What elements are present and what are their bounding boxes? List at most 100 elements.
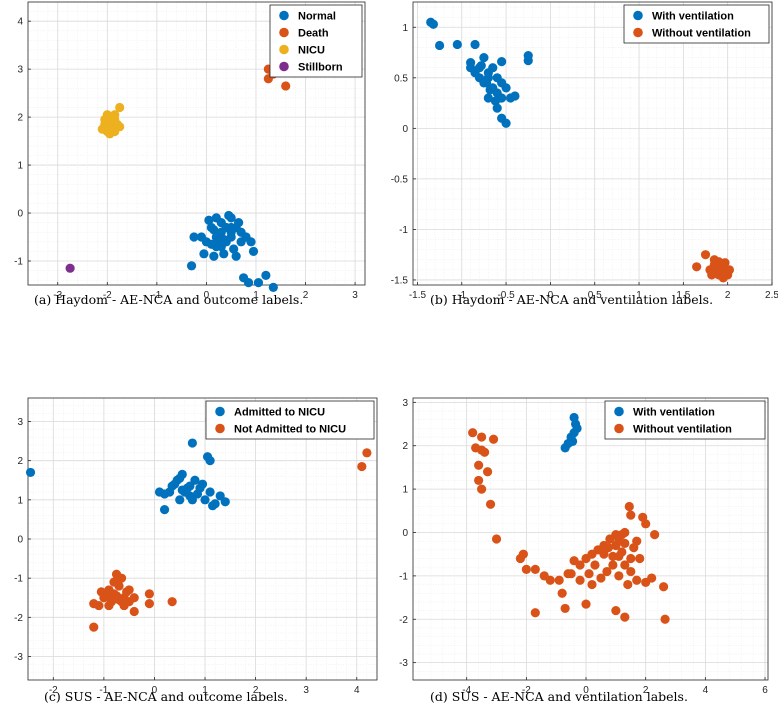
data-point <box>482 467 493 477</box>
data-point <box>25 467 36 478</box>
y-tick-label: -1.5 <box>391 275 409 286</box>
data-point <box>219 249 229 259</box>
legend-marker <box>279 44 289 55</box>
data-point <box>205 487 215 497</box>
legend-marker <box>215 423 225 434</box>
data-point <box>199 249 209 259</box>
axes-box <box>412 1 773 286</box>
data-point <box>590 560 600 570</box>
data-point <box>614 536 624 546</box>
legend-label: NICU <box>298 45 325 57</box>
data-point <box>109 577 119 587</box>
y-tick-label: 3 <box>17 65 23 76</box>
data-point <box>530 608 540 618</box>
legend-label: Admitted to NICU <box>234 407 325 419</box>
data-point <box>165 487 175 497</box>
y-tick-label: 2 <box>17 113 23 124</box>
data-point <box>172 475 182 485</box>
data-point <box>485 499 496 509</box>
data-point <box>89 622 99 632</box>
legend-label: Stillborn <box>298 62 343 74</box>
data-point <box>492 103 502 113</box>
data-point <box>501 118 511 128</box>
data-point <box>617 547 627 557</box>
data-point <box>624 501 634 512</box>
x-tick-label: -1 <box>457 290 466 301</box>
data-point <box>226 227 236 237</box>
series-without-ventilation <box>468 428 670 624</box>
legend-box <box>604 400 766 440</box>
data-point <box>626 566 636 577</box>
x-tick-label: 6 <box>762 685 768 696</box>
data-point <box>231 251 241 261</box>
data-point <box>197 479 208 489</box>
x-tick-label: -0.5 <box>497 290 515 301</box>
series-without-ventilation <box>692 250 735 283</box>
data-point <box>692 262 702 272</box>
data-point <box>154 487 165 497</box>
data-point <box>647 573 657 583</box>
series-with-ventilation <box>426 17 533 128</box>
legend: With ventilation Without ventilation <box>604 400 766 440</box>
data-point <box>608 551 618 561</box>
data-point <box>428 19 438 29</box>
y-tick-label: -3 <box>14 652 23 663</box>
data-point <box>96 587 106 597</box>
data-point <box>104 600 114 611</box>
legend-label: With ventilation <box>652 11 734 23</box>
data-point <box>510 91 520 101</box>
x-tick-label: 2 <box>253 685 259 696</box>
data-point <box>187 438 197 448</box>
data-point <box>229 244 239 254</box>
data-point <box>658 582 669 592</box>
data-point <box>474 475 484 486</box>
data-point <box>575 560 585 570</box>
data-point <box>554 575 564 585</box>
x-tick-label: 2.5 <box>765 290 778 301</box>
y-tick-label: -1 <box>14 257 23 268</box>
x-tick-label: 1.5 <box>676 290 690 301</box>
data-point <box>497 57 507 67</box>
plot-area <box>413 398 768 680</box>
data-point <box>614 571 624 581</box>
data-point <box>714 257 724 267</box>
legend-box <box>623 4 770 44</box>
data-point <box>476 61 486 71</box>
legend-label: Not Admitted to NICU <box>234 424 346 436</box>
data-point <box>488 63 498 73</box>
data-point <box>474 73 485 83</box>
data-point <box>632 575 642 585</box>
data-point <box>530 564 540 574</box>
data-point <box>115 102 125 113</box>
data-point <box>523 56 533 66</box>
data-point <box>204 215 214 225</box>
caption-a: (a) Haydom - AE-NCA and outcome labels. <box>34 292 303 307</box>
y-tick-label: 0.5 <box>394 73 408 84</box>
data-point <box>718 273 728 283</box>
legend-marker <box>279 27 289 38</box>
data-point <box>362 448 372 458</box>
data-point <box>707 270 717 280</box>
major-grid <box>413 2 773 285</box>
data-point <box>144 589 154 599</box>
y-tick-label: 1 <box>17 495 23 506</box>
y-tick-label: 3 <box>17 417 23 428</box>
data-point <box>246 237 256 247</box>
data-point <box>110 126 120 137</box>
x-tick-label: 3 <box>303 685 309 696</box>
data-point <box>185 481 195 491</box>
data-point <box>253 278 264 288</box>
data-point <box>216 242 226 252</box>
panel-b: -1.5 -1 -0.5 0 0.5 1 1.5 2 2.5 -1.5 -1 -0.5 0 0.5 1 Wit… <box>391 1 778 301</box>
y-tick-label: 1 <box>402 23 408 34</box>
data-point <box>581 599 591 609</box>
legend-marker <box>279 61 289 72</box>
axes-box <box>412 397 769 681</box>
data-point <box>189 232 199 242</box>
data-point <box>623 579 633 590</box>
x-tick-label: 0 <box>548 290 554 301</box>
data-point <box>177 485 187 495</box>
x-tick-label: -1 <box>152 290 161 301</box>
data-point <box>603 543 613 553</box>
data-point <box>129 606 139 617</box>
